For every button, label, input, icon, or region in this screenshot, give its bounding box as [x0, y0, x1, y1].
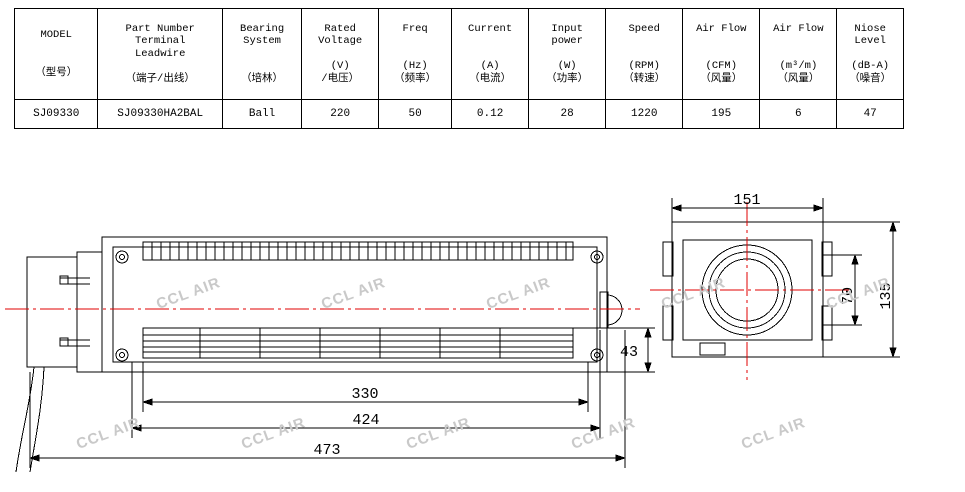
- dim-label-70: 70: [840, 287, 857, 305]
- cell-airflow-cfm: 195: [682, 99, 761, 129]
- header-cell-airflow-cfm: Air Flow (CFM) （风量）: [682, 8, 761, 100]
- table-row: SJ09330 SJ09330HA2BAL Ball 220 50 0.12 2…: [13, 99, 904, 129]
- header-cell-part-number: Part Number Terminal Leadwire （端子/出线）: [97, 8, 223, 100]
- cell-freq: 50: [378, 99, 453, 129]
- front-view: [15, 236, 623, 473]
- front-dimensions: [28, 326, 655, 468]
- dim-label-43: 43: [620, 344, 638, 361]
- header-cell-noise: Niose Level (dB-A) （噪音）: [836, 8, 904, 100]
- side-dimensions: [670, 198, 900, 359]
- dim-label-424: 424: [352, 412, 379, 429]
- cell-rated-voltage: 220: [301, 99, 380, 129]
- cell-speed: 1220: [605, 99, 684, 129]
- cell-part-number: SJ09330HA2BAL: [97, 99, 223, 129]
- header-cell-airflow-m3: Air Flow (m³/m) （风量）: [759, 8, 838, 100]
- header-cell-input-power: Input power (W) （功率）: [528, 8, 607, 100]
- dim-label-330: 330: [351, 386, 378, 403]
- spec-table: MODEL （型号） Part Number Terminal Leadwire…: [13, 8, 904, 129]
- drawing-svg: 330 424 473 43 151 70 135: [5, 192, 900, 473]
- cell-bearing: Ball: [221, 99, 303, 129]
- header-cell-rated-voltage: Rated Voltage (V) /电压）: [301, 8, 380, 100]
- header-cell-freq: Freq (Hz) （频率）: [378, 8, 453, 100]
- technical-drawing: 330 424 473 43 151 70 135 CCL AIR CCL AI…: [0, 180, 965, 492]
- header-cell-current: Current (A) （电流）: [451, 8, 530, 100]
- dim-label-473: 473: [313, 442, 340, 459]
- header-cell-bearing: Bearing System （培林）: [221, 8, 303, 100]
- table-header-row: MODEL （型号） Part Number Terminal Leadwire…: [13, 8, 904, 100]
- cell-airflow-m3: 6: [759, 99, 838, 129]
- cell-input-power: 28: [528, 99, 607, 129]
- cell-noise: 47: [836, 99, 904, 129]
- cell-model: SJ09330: [13, 99, 99, 129]
- dim-label-151: 151: [733, 192, 760, 209]
- header-cell-speed: Speed (RPM) （转速）: [605, 8, 684, 100]
- spec-table-container: MODEL （型号） Part Number Terminal Leadwire…: [13, 8, 904, 129]
- dim-label-135: 135: [878, 282, 895, 309]
- cell-current: 0.12: [451, 99, 530, 129]
- header-cell-model: MODEL （型号）: [13, 8, 99, 100]
